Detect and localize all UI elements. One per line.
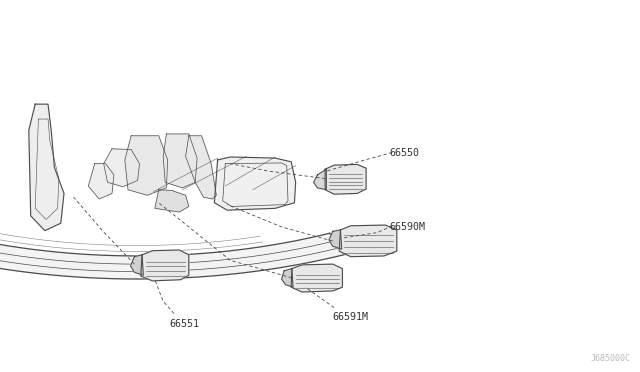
Polygon shape	[291, 264, 342, 292]
Polygon shape	[155, 190, 189, 212]
Polygon shape	[329, 230, 342, 249]
Polygon shape	[314, 169, 326, 190]
Polygon shape	[125, 136, 168, 195]
Text: 66590M: 66590M	[389, 222, 425, 232]
Text: 66550: 66550	[389, 148, 419, 157]
Polygon shape	[104, 149, 140, 187]
Text: J685000C: J685000C	[590, 354, 630, 363]
Polygon shape	[282, 269, 293, 287]
Polygon shape	[214, 157, 296, 210]
Polygon shape	[88, 164, 114, 199]
Polygon shape	[325, 164, 366, 194]
Polygon shape	[339, 225, 397, 257]
Polygon shape	[0, 122, 345, 279]
Polygon shape	[141, 250, 189, 281]
Text: 66551: 66551	[170, 319, 200, 328]
Polygon shape	[186, 136, 216, 199]
Polygon shape	[131, 255, 143, 275]
Polygon shape	[163, 134, 197, 188]
Text: 66591M: 66591M	[333, 312, 369, 322]
Polygon shape	[29, 104, 64, 231]
